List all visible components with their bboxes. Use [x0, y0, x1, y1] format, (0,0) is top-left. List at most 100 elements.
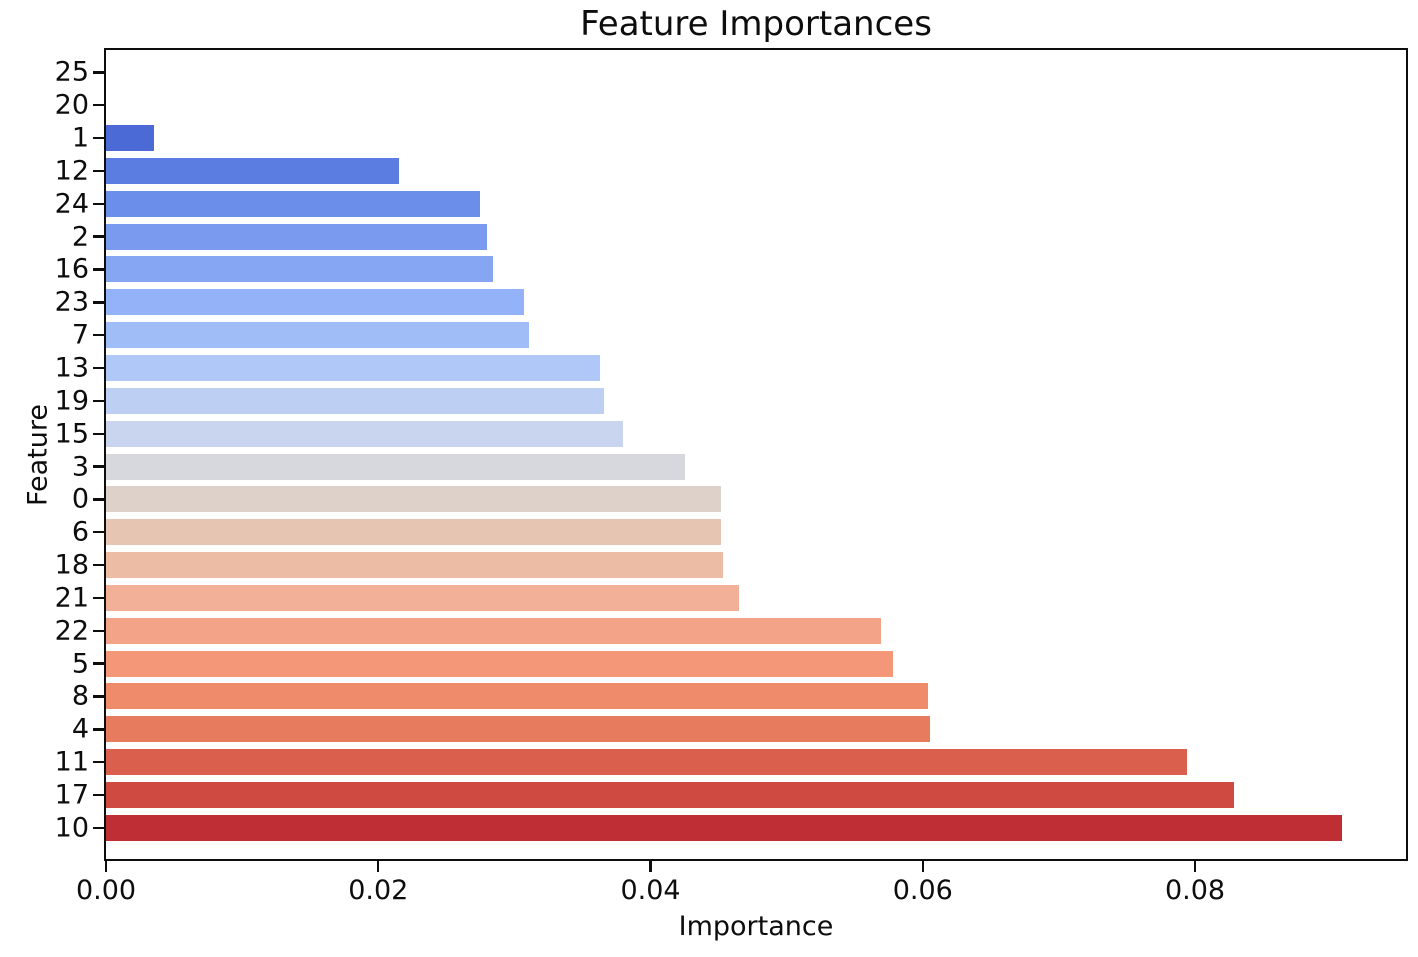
bar-feature-10 — [106, 814, 1343, 841]
bar-row: 2 — [72, 220, 1406, 253]
x-tick-label: 0.02 — [348, 875, 409, 906]
x-tick-mark — [921, 861, 924, 872]
bar-row: 18 — [55, 549, 1406, 582]
y-tick-label: 11 — [54, 746, 89, 778]
y-tick-mark — [93, 333, 104, 337]
bar-row: 19 — [55, 384, 1406, 417]
y-tick-mark — [93, 596, 104, 600]
y-tick-mark — [93, 662, 104, 665]
bar-feature-4 — [106, 716, 930, 743]
y-tick-label: 15 — [54, 418, 89, 450]
y-tick-mark — [93, 71, 104, 74]
y-tick-mark — [93, 268, 104, 271]
bar-row: 13 — [55, 352, 1406, 385]
y-tick-mark — [93, 826, 104, 830]
plot-area: Feature Importances Feature 25 20 1 12 2… — [23, 5, 1408, 942]
y-tick-mark — [93, 399, 104, 403]
x-tick-label: 0.06 — [892, 875, 953, 906]
bar-row: 22 — [55, 614, 1406, 647]
y-tick-mark — [93, 235, 104, 238]
bar-row: 24 — [55, 187, 1406, 220]
bar-feature-15 — [106, 420, 624, 447]
y-tick-label: 5 — [71, 648, 89, 680]
x-tick-label: 0.00 — [75, 875, 137, 906]
y-tick-label: 18 — [54, 549, 89, 581]
x-tick-mark — [1193, 861, 1197, 872]
bar-row: 1 — [72, 122, 1406, 155]
bar-row: 8 — [72, 680, 1406, 713]
y-tick-label: 1 — [71, 122, 89, 154]
bar-feature-12 — [106, 157, 399, 184]
bar-row: 6 — [72, 516, 1406, 549]
bar-row: 4 — [72, 713, 1406, 746]
y-tick-mark — [93, 104, 104, 107]
bar-feature-23 — [106, 289, 524, 316]
y-tick-mark — [93, 202, 104, 205]
y-tick-label: 7 — [71, 319, 89, 351]
bar-row: 7 — [72, 319, 1406, 352]
x-tick-mark — [649, 861, 652, 872]
y-tick-label: 20 — [54, 89, 89, 121]
y-tick-mark — [93, 498, 104, 501]
bar-feature-2 — [106, 223, 488, 250]
y-tick-label: 16 — [54, 253, 89, 285]
y-tick-mark — [93, 169, 104, 173]
y-tick-label: 17 — [54, 779, 89, 811]
bar-row: 5 — [72, 647, 1406, 680]
bar-feature-1 — [106, 125, 154, 152]
bar-row: 23 — [55, 286, 1406, 319]
y-tick-label: 6 — [71, 516, 89, 548]
bar-feature-22 — [106, 617, 881, 644]
y-tick-label: 12 — [54, 155, 89, 187]
bar-feature-21 — [106, 584, 739, 611]
bar-feature-19 — [106, 387, 605, 414]
bar-row: 25 — [55, 56, 1406, 89]
y-axis-title: Feature — [22, 403, 54, 506]
bars-container: 25 20 1 12 24 2 16 23 7 — [55, 50, 1406, 859]
bar-row: 15 — [55, 417, 1406, 450]
bar-feature-11 — [106, 749, 1187, 776]
y-tick-label: 2 — [71, 221, 89, 253]
bar-feature-6 — [106, 519, 722, 546]
y-tick-mark — [93, 793, 104, 797]
y-tick-label: 22 — [54, 615, 89, 647]
y-tick-label: 8 — [71, 680, 89, 712]
bar-row: 0 — [72, 483, 1406, 516]
bar-feature-16 — [106, 256, 493, 283]
bar-feature-3 — [106, 453, 685, 480]
y-tick-label: 23 — [54, 286, 89, 318]
bar-row: 10 — [55, 811, 1406, 844]
y-tick-mark — [93, 629, 104, 632]
y-tick-mark — [93, 563, 104, 567]
y-tick-label: 13 — [54, 352, 89, 384]
bar-feature-17 — [106, 781, 1235, 808]
bar-row: 11 — [55, 746, 1406, 779]
y-tick-mark — [93, 531, 104, 534]
x-tick-label: 0.04 — [620, 875, 681, 906]
y-tick-mark — [93, 760, 104, 764]
y-tick-label: 10 — [54, 812, 89, 844]
bar-row: 3 — [72, 450, 1406, 483]
bar-feature-7 — [106, 322, 530, 349]
bar-feature-18 — [106, 552, 723, 579]
bar-row: 20 — [55, 89, 1406, 122]
x-tick-mark — [104, 861, 108, 872]
y-tick-mark — [93, 301, 104, 304]
x-tick-label: 0.08 — [1164, 875, 1226, 906]
bar-feature-8 — [106, 683, 929, 710]
x-tick-mark — [377, 861, 380, 872]
bar-feature-13 — [106, 354, 601, 381]
y-tick-mark — [93, 432, 104, 435]
y-tick-label: 24 — [54, 188, 89, 220]
bar-feature-0 — [106, 486, 722, 513]
x-axis-title: Importance — [678, 911, 834, 942]
bar-row: 16 — [55, 253, 1406, 286]
y-tick-label: 4 — [71, 713, 89, 745]
bar-row: 17 — [55, 779, 1406, 812]
bar-feature-24 — [106, 190, 481, 217]
y-tick-mark — [93, 136, 104, 140]
y-tick-label: 21 — [54, 582, 89, 614]
y-tick-label: 19 — [54, 385, 89, 417]
bar-row: 21 — [55, 582, 1406, 615]
